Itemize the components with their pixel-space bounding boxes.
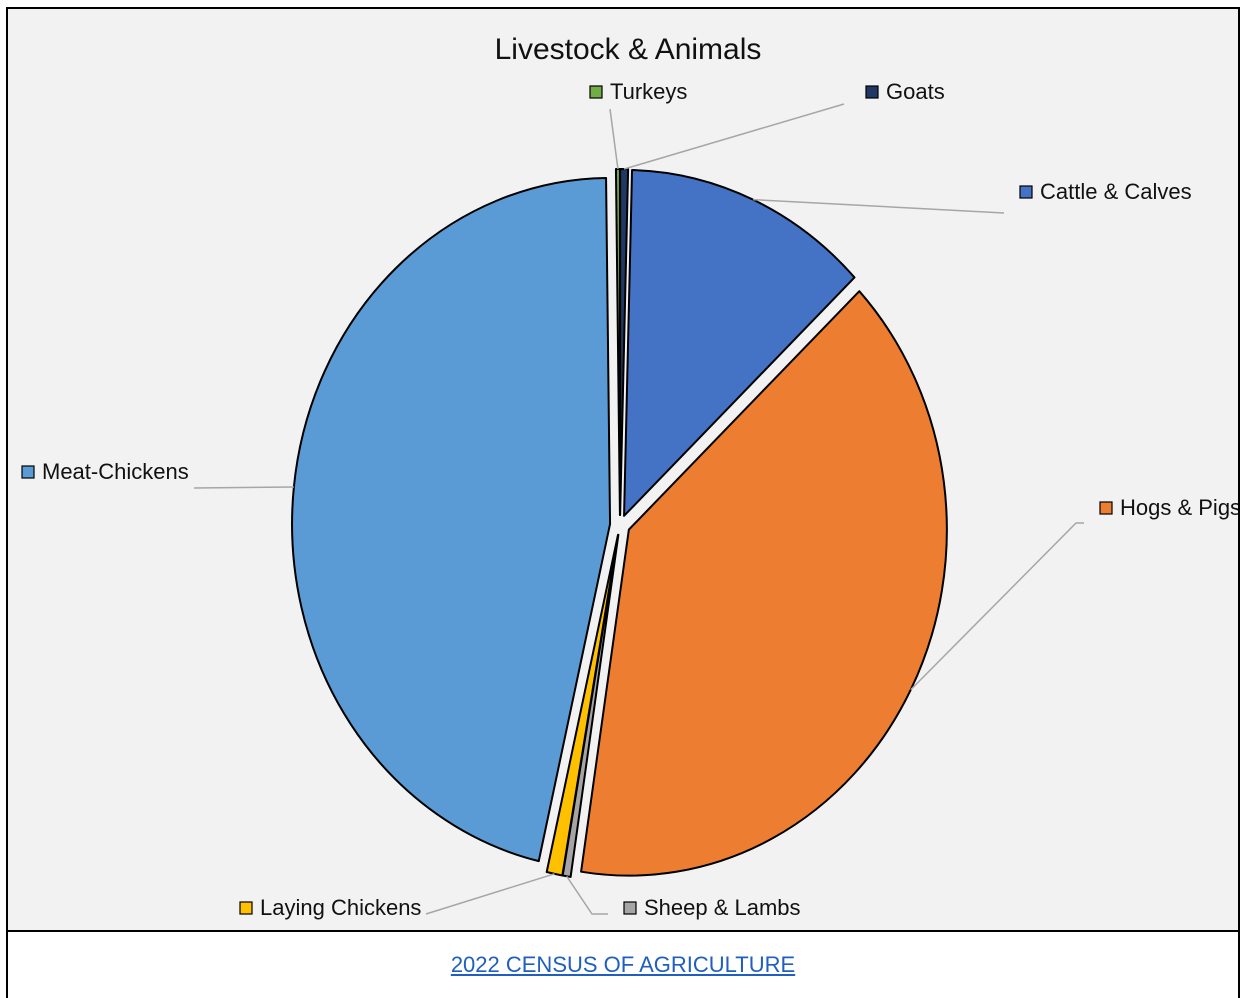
leader-line-laying-chickens [425, 873, 555, 915]
source-link[interactable]: 2022 CENSUS OF AGRICULTURE [450, 952, 796, 977]
leader-line-sheep-and-lambs [566, 875, 608, 915]
pie-slice-meat-chickens [291, 176, 612, 863]
slices-layer [291, 168, 948, 878]
legend-swatch-cattle-and-calves [1019, 185, 1033, 199]
labels-layer: Goats Cattle & Calves Hogs & Pigs Sheep & L… [21, 79, 1238, 920]
legend-swatch-turkeys [589, 85, 603, 99]
legend-swatch-sheep-and-lambs [623, 901, 637, 915]
legend-swatch-goats [865, 85, 879, 99]
footer: 2022 CENSUS OF AGRICULTURE [6, 930, 1240, 998]
pie-slice-laying-chickens [545, 533, 620, 877]
leader-line-turkeys [609, 108, 619, 170]
pie-chart: Livestock & Animals Goats Cattle & Calves… [21, 33, 1238, 920]
data-label-goats: Goats [886, 79, 945, 104]
data-label-meat-chickens: Meat-Chickens [42, 459, 189, 484]
data-label-turkeys: Turkeys [610, 79, 687, 104]
pie-slice-cattle-and-calves [623, 168, 856, 517]
legend-swatch-laying-chickens [239, 901, 253, 915]
leader-line-hogs-and-pigs [910, 522, 1084, 691]
data-label-hogs-and-pigs: Hogs & Pigs [1120, 495, 1238, 520]
pie-slice-turkeys [614, 168, 621, 516]
data-label-sheep-and-lambs: Sheep & Lambs [644, 895, 801, 920]
chart-frame: Livestock & Animals Goats Cattle & Calves… [6, 7, 1240, 932]
legend-swatch-hogs-and-pigs [1099, 501, 1113, 515]
data-label-laying-chickens: Laying Chickens [260, 895, 421, 920]
leader-line-cattle-and-calves [753, 198, 1005, 214]
chart-title: Livestock & Animals [495, 33, 762, 66]
leader-line-goats [623, 103, 845, 170]
legend-swatch-meat-chickens [21, 465, 35, 479]
data-label-cattle-and-calves: Cattle & Calves [1040, 179, 1192, 204]
leader-line-meat-chickens [193, 486, 294, 489]
